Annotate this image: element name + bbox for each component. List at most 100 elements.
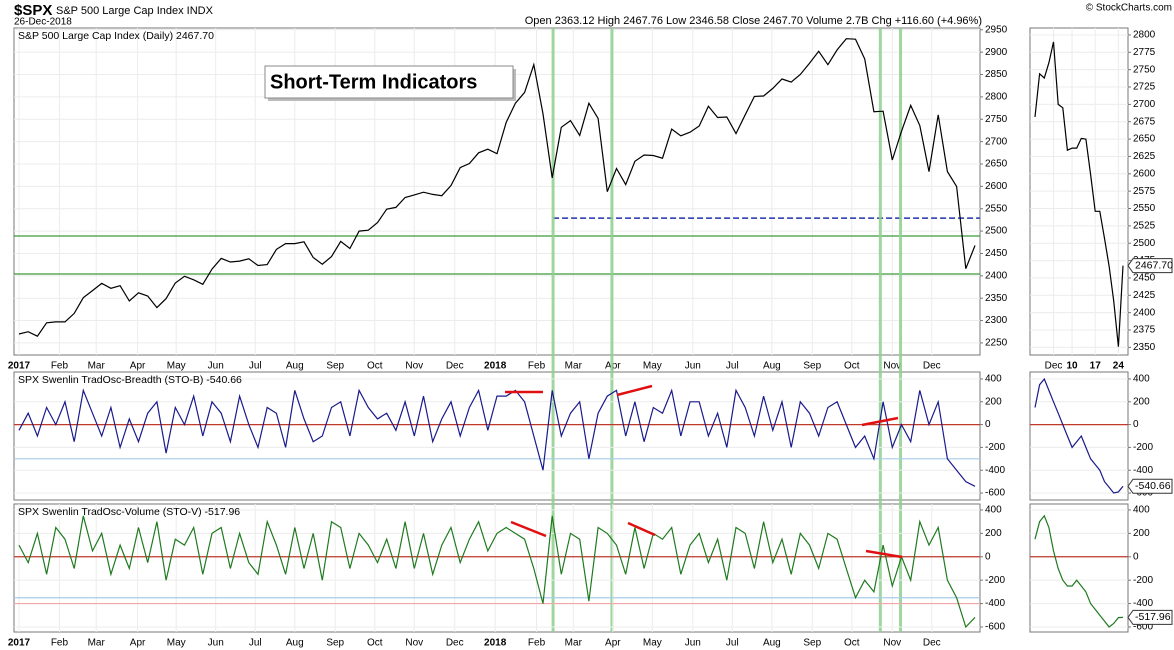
x-tick-label: Aug — [763, 638, 781, 649]
x-tick-label: Oct — [844, 638, 860, 649]
x-tick-label: Jun — [208, 361, 224, 372]
y-tick-label: -400 — [985, 465, 1005, 476]
value-flag — [1127, 609, 1173, 625]
symbol: $SPX — [14, 2, 52, 19]
zoom-volume-panel — [1029, 503, 1129, 633]
trend-annotation — [861, 416, 899, 427]
credit: © StockCharts.com — [1086, 3, 1172, 14]
security-name: S&P 500 Large Cap Index INDX — [56, 5, 214, 17]
y-tick-label: 2550 — [1133, 203, 1156, 214]
y-tick-label: -200 — [1133, 575, 1153, 586]
x-tick-label: Jun — [208, 638, 224, 649]
y-tick-label: 2800 — [985, 92, 1008, 103]
x-tick-label: Sep — [803, 361, 821, 372]
y-tick-label: 2675 — [1133, 116, 1156, 127]
y-tick-label: 2450 — [1133, 273, 1156, 284]
y-tick-label: 2650 — [985, 159, 1008, 170]
x-tick-label: Jul — [249, 638, 262, 649]
x-tick-label: Feb — [51, 361, 69, 372]
x-tick-label: Apr — [130, 638, 146, 649]
volume-panel — [13, 503, 981, 633]
y-tick-label: 200 — [985, 396, 1002, 407]
x-tick-label: Oct — [367, 638, 383, 649]
x-tick-label: 24 — [1113, 361, 1125, 372]
x-tick-label: Oct — [844, 361, 860, 372]
y-tick-label: -600 — [985, 622, 1005, 633]
panel-legend: S&P 500 Large Cap Index (Daily) 2467.70 — [18, 30, 214, 42]
y-tick-label: -400 — [1133, 598, 1153, 609]
x-tick-label: Jun — [685, 361, 701, 372]
x-tick-label: Dec — [923, 361, 941, 372]
y-tick-label: 2850 — [985, 69, 1008, 80]
x-tick-label: Feb — [528, 638, 546, 649]
x-tick-label: Nov — [405, 361, 423, 372]
y-tick-label: 2500 — [985, 226, 1008, 237]
y-tick-label: 2725 — [1133, 82, 1156, 93]
y-tick-label: 2525 — [1133, 221, 1156, 232]
x-tick-label: Nov — [405, 638, 423, 649]
x-tick-label: Sep — [803, 638, 821, 649]
panel-legend: SPX Swenlin TradOsc-Volume (STO-V) -517.… — [18, 506, 240, 518]
x-tick-label: 2018 — [484, 361, 507, 372]
y-tick-label: 2400 — [1133, 307, 1156, 318]
annotation-box — [264, 65, 514, 99]
y-tick-label: -600 — [985, 488, 1005, 499]
y-tick-label: 200 — [1133, 528, 1150, 539]
panels — [13, 27, 1129, 633]
annotation-text: Short-Term Indicators — [270, 71, 477, 93]
y-tick-label: -200 — [1133, 442, 1153, 453]
value-flag — [1127, 478, 1173, 494]
x-tick-label: May — [167, 361, 186, 372]
x-tick-label: Aug — [286, 361, 304, 372]
trend-annotation — [627, 521, 656, 537]
y-tick-label: 2775 — [1133, 47, 1156, 58]
x-tick-label: Mar — [565, 638, 583, 649]
x-tick-label: Mar — [565, 361, 583, 372]
panel-legend: SPX Swenlin TradOsc-Breadth (STO-B) -540… — [18, 374, 242, 386]
y-tick-label: 2375 — [1133, 325, 1156, 336]
y-tick-label: 2625 — [1133, 151, 1156, 162]
y-tick-label: -400 — [985, 598, 1005, 609]
y-tick-label: 0 — [1133, 419, 1139, 430]
y-tick-label: 2750 — [985, 114, 1008, 125]
trend-annotation — [616, 384, 653, 397]
y-tick-label: 2550 — [985, 203, 1008, 214]
x-tick-label: 2018 — [484, 638, 507, 649]
date: 26-Dec-2018 — [14, 17, 72, 28]
y-tick-label: 400 — [985, 505, 1002, 516]
value-flag-label: -517.96 — [1135, 611, 1171, 623]
x-tick-label: Feb — [528, 361, 546, 372]
x-tick-label: Sep — [326, 638, 344, 649]
y-tick-label: 0 — [985, 551, 991, 562]
y-tick-label: 2700 — [1133, 99, 1156, 110]
y-tick-label: 2650 — [1133, 134, 1156, 145]
y-tick-label: 2400 — [985, 270, 1008, 281]
x-tick-label: Nov — [883, 361, 901, 372]
y-tick-label: 2700 — [985, 136, 1008, 147]
y-tick-label: 2500 — [1133, 238, 1156, 249]
x-tick-label: Apr — [130, 361, 146, 372]
y-tick-label: 2350 — [985, 293, 1008, 304]
y-tick-label: 2350 — [1133, 342, 1156, 353]
y-tick-label: 400 — [1133, 374, 1150, 385]
trend-annotation — [865, 549, 903, 559]
x-tick-label: Oct — [367, 361, 383, 372]
y-tick-label: 2600 — [985, 181, 1008, 192]
y-tick-label: -200 — [985, 442, 1005, 453]
y-tick-label: 400 — [1133, 505, 1150, 516]
y-tick-label: -400 — [1133, 465, 1153, 476]
value-flag-label: 2467.70 — [1135, 259, 1173, 271]
x-tick-label: Jun — [685, 638, 701, 649]
y-tick-label: 2425 — [1133, 290, 1156, 301]
x-tick-label: Sep — [326, 361, 344, 372]
series-line — [1034, 377, 1124, 494]
x-tick-label: Mar — [88, 638, 106, 649]
x-tick-label: 2017 — [8, 361, 31, 372]
x-tick-label: Feb — [51, 638, 69, 649]
y-tick-label: 2250 — [985, 338, 1008, 349]
x-tick-label: May — [643, 638, 662, 649]
quote: Open 2363.12 High 2467.76 Low 2346.58 Cl… — [525, 15, 982, 27]
y-tick-label: 200 — [1133, 396, 1150, 407]
x-tick-label: Jul — [249, 361, 262, 372]
trend-annotation — [510, 520, 547, 538]
